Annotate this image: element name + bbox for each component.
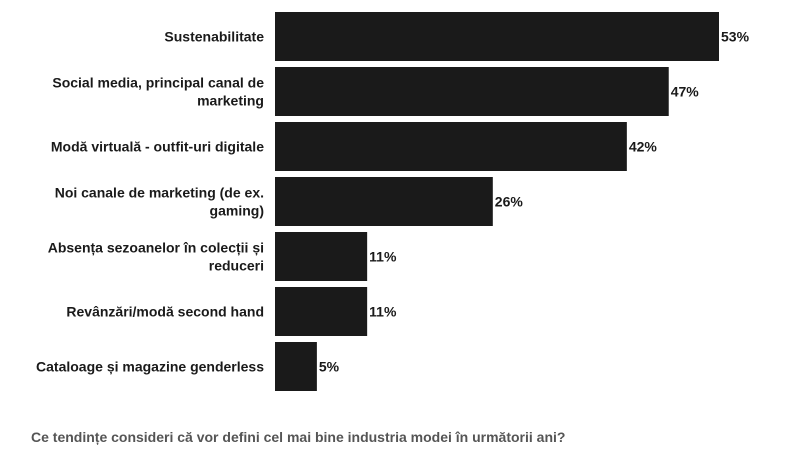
value-label: 47% bbox=[671, 84, 700, 100]
category-label: Social media, principal canal de marketin… bbox=[52, 75, 264, 109]
bar bbox=[275, 12, 719, 61]
bar-chart: Sustenabilitate 53% Social media, principa… bbox=[36, 12, 750, 391]
category-label: Cataloage și magazine genderless bbox=[36, 359, 264, 375]
value-label: 11% bbox=[369, 249, 397, 265]
value-label: 42% bbox=[629, 139, 658, 155]
chart-caption: Ce tendințe consideri că vor defini cel … bbox=[31, 429, 566, 445]
bar bbox=[275, 232, 368, 281]
category-label: Sustenabilitate bbox=[164, 29, 264, 45]
category-label: Revânzări/modă second hand bbox=[66, 304, 264, 320]
value-label: 26% bbox=[495, 194, 524, 210]
category-label: Absența sezoanelor în colecții și reducer… bbox=[48, 240, 264, 274]
bar bbox=[275, 287, 368, 336]
bar bbox=[275, 342, 317, 391]
category-label: Modă virtuală - outfit-uri digitale bbox=[51, 139, 264, 155]
bar bbox=[275, 177, 493, 226]
value-label: 11% bbox=[369, 304, 397, 320]
value-label: 53% bbox=[721, 29, 750, 45]
bar bbox=[275, 122, 627, 171]
bar bbox=[275, 67, 669, 116]
value-label: 5% bbox=[319, 359, 340, 375]
category-label: Noi canale de marketing (de ex. gaming) bbox=[55, 185, 264, 219]
